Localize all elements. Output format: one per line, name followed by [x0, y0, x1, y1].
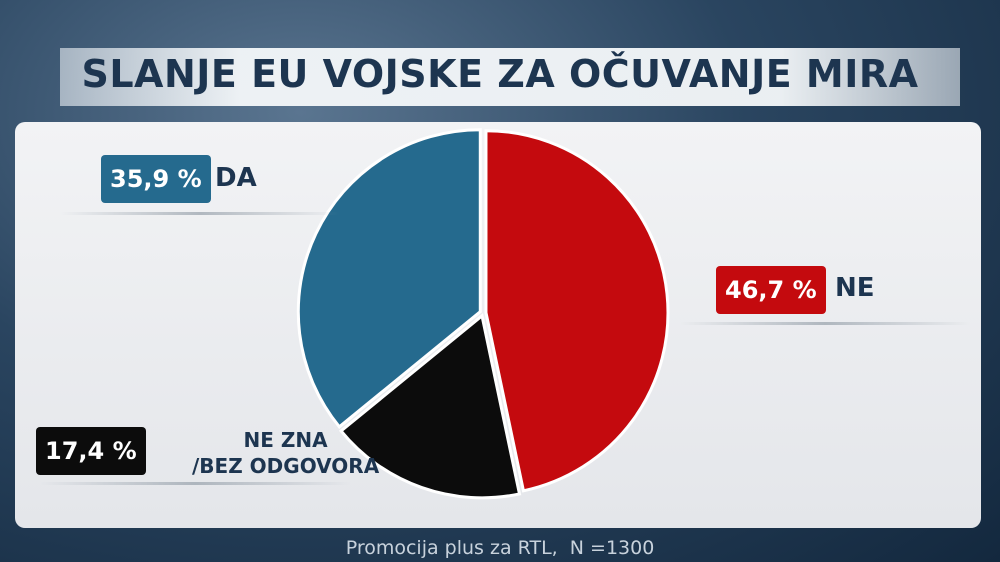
value-label: 35,9 % — [101, 155, 211, 203]
label-shelf — [60, 212, 340, 215]
category-label: NE ZNA /BEZ ODGOVORA — [192, 428, 380, 478]
category-label: NE — [835, 273, 875, 303]
chart-title: SLANJE EU VOJSKE ZA OČUVANJE MIRA — [81, 52, 919, 96]
value-label: 46,7 % — [716, 266, 826, 314]
pie-slice — [338, 313, 522, 500]
value-label: 17,4 % — [36, 427, 146, 475]
label-shelf — [680, 322, 970, 325]
pie-slice — [296, 128, 482, 429]
label-shelf — [40, 482, 350, 485]
category-label: DA — [215, 163, 257, 193]
pie-slice — [484, 129, 670, 493]
title-band — [60, 48, 960, 106]
source-note: Promocija plus za RTL, N =1300 — [345, 537, 655, 559]
